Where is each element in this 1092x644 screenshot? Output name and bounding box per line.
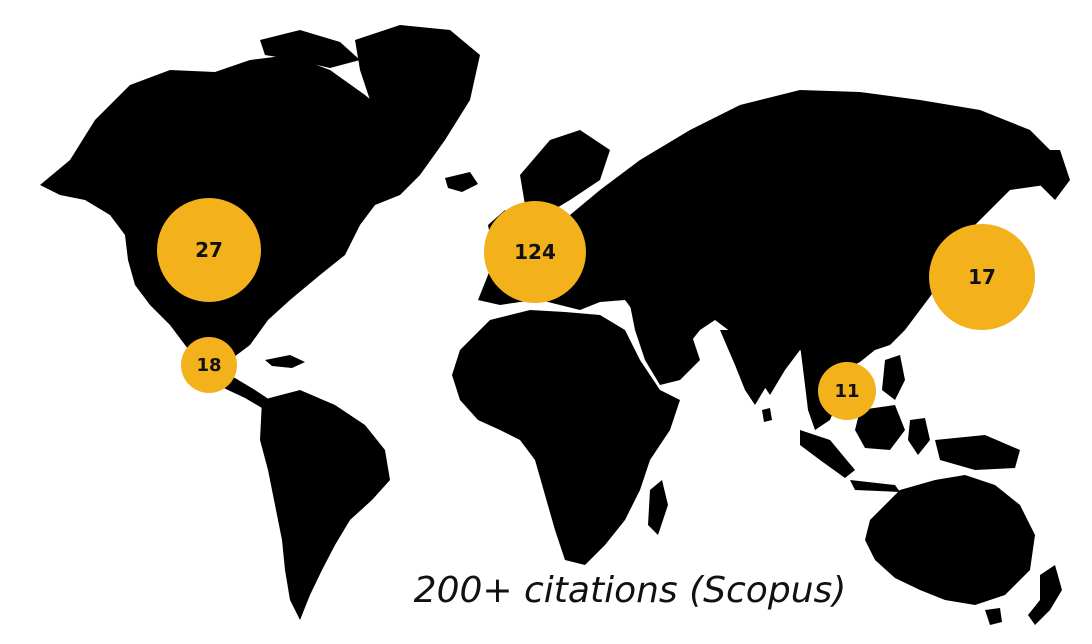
tasmania — [985, 608, 1002, 625]
bubble-europe: 124 — [484, 201, 586, 303]
java — [850, 480, 900, 492]
philippines — [882, 355, 905, 400]
bubble-label: 17 — [968, 265, 996, 289]
bubble-label: 27 — [195, 238, 223, 262]
arctic-islands — [260, 30, 360, 68]
arabian-peninsula — [630, 305, 700, 385]
bubble-southeast-asia: 11 — [818, 362, 876, 420]
australia — [865, 475, 1035, 605]
iceland — [445, 172, 478, 192]
bubble-north-america: 27 — [157, 198, 261, 302]
africa — [452, 310, 680, 565]
new-zealand — [1028, 565, 1062, 625]
south-america — [260, 390, 390, 620]
bubble-mexico: 18 — [181, 337, 237, 393]
scandinavia — [520, 130, 610, 215]
kamchatka — [1030, 150, 1070, 200]
sri-lanka — [762, 408, 772, 422]
bubble-east-asia: 17 — [929, 224, 1035, 330]
greenland — [355, 25, 480, 175]
bubble-label: 18 — [196, 354, 222, 376]
sumatra — [800, 430, 855, 478]
madagascar — [648, 480, 668, 535]
sulawesi — [908, 418, 930, 455]
hudson-island — [300, 100, 338, 135]
eurasia — [478, 90, 1060, 395]
bubble-label: 124 — [514, 240, 556, 264]
caribbean-islands — [265, 355, 305, 368]
bubble-label: 11 — [834, 380, 860, 402]
india — [720, 330, 780, 405]
map-caption: 200+ citations (Scopus) — [413, 570, 847, 611]
new-guinea — [935, 435, 1020, 470]
borneo — [855, 405, 905, 450]
